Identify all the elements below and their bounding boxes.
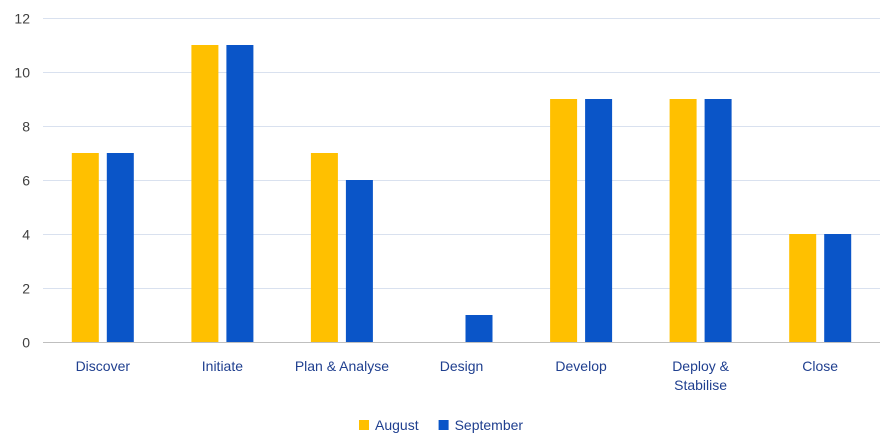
y-tick-label: 4	[22, 227, 30, 243]
bar-august	[310, 153, 338, 342]
legend-swatch-september	[438, 420, 449, 430]
bar-september	[704, 99, 732, 342]
x-tick-label: Discover	[76, 358, 131, 374]
bar-august	[71, 153, 99, 342]
bar-august	[669, 99, 697, 342]
x-tick-label: Plan & Analyse	[295, 358, 389, 374]
x-tick-label: Close	[802, 358, 838, 374]
legend-label-september: September	[455, 417, 524, 433]
bar-august	[789, 234, 817, 342]
bar-august	[191, 45, 219, 342]
y-tick-label: 8	[22, 119, 30, 135]
y-tick-label: 10	[14, 65, 30, 81]
bar-september	[585, 99, 613, 342]
y-tick-label: 6	[22, 173, 30, 189]
x-tick-label: Stabilise	[674, 377, 727, 393]
bar-september	[345, 180, 373, 342]
bar-august	[550, 99, 578, 342]
x-tick-label: Develop	[555, 358, 607, 374]
legend-swatch-august	[359, 420, 369, 430]
y-tick-label: 2	[22, 281, 30, 297]
bar-september	[106, 153, 134, 342]
bar-september	[226, 45, 254, 342]
legend-label-august: August	[375, 417, 419, 433]
x-tick-label: Design	[440, 358, 484, 374]
y-tick-label: 12	[14, 11, 30, 27]
bar-september	[824, 234, 852, 342]
y-tick-label: 0	[22, 335, 30, 351]
x-tick-label: Deploy &	[672, 358, 729, 374]
x-tick-label: Initiate	[202, 358, 243, 374]
bar-september	[465, 315, 493, 342]
